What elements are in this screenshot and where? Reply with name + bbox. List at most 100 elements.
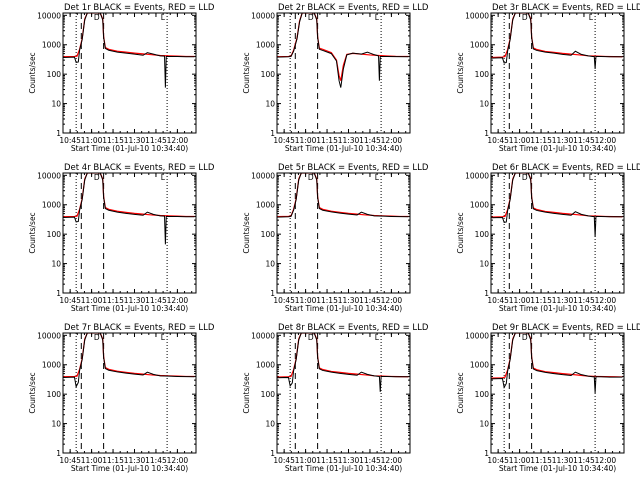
series-line-events	[277, 333, 409, 392]
x-tick-label: 10:45	[59, 456, 81, 465]
x-axis-label: Start Time (01-Jul-10 10:34:40)	[71, 464, 188, 473]
y-tick-label: 1	[270, 129, 275, 138]
x-tick-label: 12:00	[381, 136, 403, 145]
y-tick-label: 10000	[37, 11, 61, 20]
x-axis-label: Start Time (01-Jul-10 10:34:40)	[285, 304, 402, 313]
plot-frame	[490, 332, 625, 454]
x-tick-label: 11:45	[573, 456, 595, 465]
x-tick-label: 11:30	[552, 456, 574, 465]
annotation-l: L	[589, 333, 594, 342]
y-tick-label: 100	[475, 230, 490, 239]
y-tick-label: 10000	[465, 171, 489, 180]
x-tick-label: 11:00	[509, 456, 531, 465]
y-tick-label: 10000	[37, 331, 61, 340]
chart-title: Det 2r BLACK = Events, RED = LLD	[278, 3, 429, 13]
annotation-d: D	[522, 333, 528, 342]
x-tick-label: 11:00	[81, 136, 103, 145]
x-tick-label: 11:30	[124, 296, 146, 305]
y-tick-label: 100	[47, 230, 62, 239]
x-tick-label: 11:45	[359, 296, 381, 305]
panel-det-7r: Det 7r BLACK = Events, RED = LLD Counts/s…	[28, 323, 215, 473]
x-axis-label: Start Time (01-Jul-10 10:34:40)	[499, 144, 616, 153]
plot-frame	[276, 12, 411, 134]
annotation-d: D	[522, 13, 528, 22]
x-tick-label: 11:00	[509, 136, 531, 145]
x-tick-label: 10:45	[273, 456, 295, 465]
x-tick-label: 11:45	[359, 136, 381, 145]
y-tick-label: 10000	[251, 331, 275, 340]
y-tick-label: 1	[56, 449, 61, 458]
y-axis-label: Counts/sec	[28, 212, 37, 253]
x-tick-label: 12:00	[167, 296, 189, 305]
x-axis-label: Start Time (01-Jul-10 10:34:40)	[285, 144, 402, 153]
annotation-d: D	[94, 173, 100, 182]
panel-det-3r: Det 3r BLACK = Events, RED = LLD Counts/s…	[456, 3, 640, 153]
y-tick-label: 10	[479, 420, 489, 429]
y-axis-label: Counts/sec	[456, 212, 465, 253]
x-tick-label: 12:00	[381, 456, 403, 465]
chart-title: Det 8r BLACK = Events, RED = LLD	[278, 323, 429, 333]
annotation-l: L	[161, 333, 166, 342]
y-tick-label: 100	[261, 390, 276, 399]
series-group	[277, 333, 409, 392]
annotation-l: L	[589, 13, 594, 22]
series-line-events	[491, 173, 623, 238]
y-axis-label: Counts/sec	[242, 52, 251, 93]
y-tick-label: 100	[475, 70, 490, 79]
x-tick-label: 11:15	[102, 456, 124, 465]
y-tick-label: 10	[51, 100, 61, 109]
annotation-d: D	[308, 13, 314, 22]
y-tick-label: 1	[270, 449, 275, 458]
chart-title: Det 7r BLACK = Events, RED = LLD	[64, 323, 215, 333]
y-tick-label: 100	[47, 70, 62, 79]
y-axis-label: Counts/sec	[242, 212, 251, 253]
y-tick-label: 10	[265, 100, 275, 109]
y-axis-label: Counts/sec	[456, 52, 465, 93]
panel-det-1r: Det 1r BLACK = Events, RED = LLD Counts/s…	[28, 3, 215, 153]
x-tick-label: 11:30	[338, 136, 360, 145]
x-tick-label: 11:30	[552, 136, 574, 145]
x-tick-label: 10:45	[59, 136, 81, 145]
x-tick-label: 11:45	[359, 456, 381, 465]
chart-title: Det 1r BLACK = Events, RED = LLD	[64, 3, 215, 13]
y-tick-label: 1000	[256, 201, 275, 210]
x-tick-label: 11:45	[145, 456, 167, 465]
annotation-d: D	[308, 333, 314, 342]
y-tick-label: 10	[479, 100, 489, 109]
chart-title: Det 5r BLACK = Events, RED = LLD	[278, 163, 429, 173]
y-tick-label: 1	[270, 289, 275, 298]
x-axis-label: Start Time (01-Jul-10 10:34:40)	[71, 304, 188, 313]
plot-frame	[490, 172, 625, 294]
panel-det-6r: Det 6r BLACK = Events, RED = LLD Counts/s…	[456, 163, 640, 313]
y-tick-label: 10	[51, 260, 61, 269]
x-tick-label: 11:15	[530, 136, 552, 145]
panel-det-8r: Det 8r BLACK = Events, RED = LLD Counts/s…	[242, 323, 429, 473]
x-tick-label: 11:15	[530, 456, 552, 465]
y-tick-label: 1000	[470, 361, 489, 370]
y-axis-label: Counts/sec	[242, 372, 251, 413]
x-tick-label: 10:45	[273, 136, 295, 145]
annotation-l: L	[375, 13, 380, 22]
x-tick-label: 11:15	[316, 296, 338, 305]
chart-title: Det 4r BLACK = Events, RED = LLD	[64, 163, 215, 173]
x-tick-label: 11:45	[145, 136, 167, 145]
x-tick-label: 11:00	[81, 456, 103, 465]
plot-frame	[276, 332, 411, 454]
annotation-l: L	[161, 173, 166, 182]
y-tick-label: 100	[261, 230, 276, 239]
y-tick-label: 1	[484, 289, 489, 298]
x-tick-label: 11:45	[145, 296, 167, 305]
y-tick-label: 1000	[42, 41, 61, 50]
chart-title: Det 6r BLACK = Events, RED = LLD	[492, 163, 640, 173]
plot-frame	[62, 172, 197, 294]
series-group	[491, 173, 623, 238]
y-tick-label: 10000	[465, 11, 489, 20]
x-tick-label: 12:00	[167, 136, 189, 145]
x-tick-label: 10:45	[487, 456, 509, 465]
x-tick-label: 12:00	[167, 456, 189, 465]
series-group	[63, 13, 195, 88]
x-tick-label: 12:00	[381, 296, 403, 305]
x-tick-label: 10:45	[487, 136, 509, 145]
x-tick-label: 11:30	[338, 456, 360, 465]
